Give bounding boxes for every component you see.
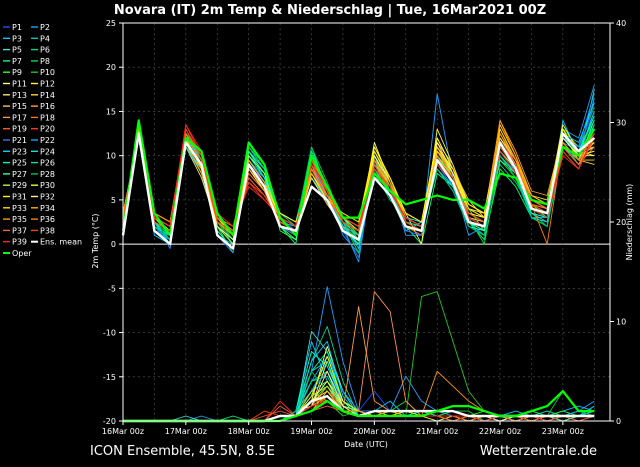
y-tick-label: 0 — [111, 240, 116, 249]
legend-label-p10: P10 — [40, 68, 55, 77]
legend-label-p12: P12 — [40, 80, 55, 89]
x-tick-label: 21Mar 00z — [416, 427, 458, 436]
temp-line-oper — [121, 119, 596, 237]
temp-lines — [121, 84, 596, 263]
y2-tick-label: 0 — [616, 417, 621, 426]
legend-label-p37: P37 — [12, 226, 27, 235]
x-tick-label: 22Mar 00z — [479, 427, 521, 436]
legend-label-p16: P16 — [40, 102, 55, 111]
legend-label-p36: P36 — [40, 215, 55, 224]
y2-tick-label: 10 — [616, 318, 626, 327]
y2-tick-label: 30 — [616, 119, 626, 128]
x-tick-label: 16Mar 00z — [102, 427, 144, 436]
axes: 25 20 15 10 5 0 -5 -10 -15 -20 40 30 20 10 0 16Mar 00z 1… — [102, 19, 626, 436]
legend-label-p4: P4 — [40, 34, 50, 43]
temp-line-ens-mean — [121, 132, 596, 250]
y-tick-label: 25 — [106, 19, 116, 28]
legend: P1 P2 P3 P4 P5 P6 P7 P8 P9 P10 P11 P12 P13 P14 P15 P16 P… — [3, 23, 82, 258]
legend-label-p18: P18 — [40, 113, 55, 122]
legend-label-ens-mean: Ens. mean — [40, 238, 82, 247]
legend-label-p2: P2 — [40, 23, 50, 32]
legend-label-p23: P23 — [12, 147, 27, 156]
y2-tick-label: 20 — [616, 218, 626, 227]
x-axis-label: Date (UTC) — [344, 440, 388, 449]
legend-label-p29: P29 — [12, 181, 27, 190]
x-tick-label: 19Mar 00z — [290, 427, 332, 436]
legend-label-p15: P15 — [12, 102, 27, 111]
y-tick-label: 20 — [106, 63, 116, 72]
y-tick-label: 5 — [111, 196, 116, 205]
x-tick-label: 18Mar 00z — [228, 427, 270, 436]
footer-site-credit: Wetterzentrale.de — [480, 444, 597, 459]
legend-label-p33: P33 — [12, 204, 27, 213]
legend-label-p34: P34 — [40, 204, 55, 213]
legend-label-p28: P28 — [40, 170, 55, 179]
legend-label-p13: P13 — [12, 91, 27, 100]
legend-label-p32: P32 — [40, 193, 55, 202]
legend-label-p17: P17 — [12, 113, 27, 122]
x-tick-label: 23Mar 00z — [542, 427, 584, 436]
y-tick-label: -20 — [103, 417, 116, 426]
y-tick-label: -10 — [103, 329, 116, 338]
x-tick-label: 20Mar 00z — [353, 427, 395, 436]
legend-label-p8: P8 — [40, 57, 50, 66]
y2-axis-label: Niederschlag (mm) — [625, 184, 634, 261]
footer-model-info: ICON Ensemble, 45.5N, 8.5E — [90, 444, 275, 459]
x-tick-label: 17Mar 00z — [165, 427, 207, 436]
legend-label-p24: P24 — [40, 147, 55, 156]
y-tick-label: 15 — [106, 107, 116, 116]
legend-label-p6: P6 — [40, 46, 50, 55]
legend-label-p25: P25 — [12, 159, 27, 168]
y-tick-label: -15 — [103, 373, 116, 382]
y-tick-label: -5 — [108, 284, 116, 293]
legend-label-p9: P9 — [12, 68, 22, 77]
legend-label-p21: P21 — [12, 136, 27, 145]
legend-label-p35: P35 — [12, 215, 27, 224]
legend-label-p26: P26 — [40, 159, 55, 168]
legend-label-p14: P14 — [40, 91, 55, 100]
plot-frame — [122, 22, 611, 422]
legend-label-p27: P27 — [12, 170, 27, 179]
legend-label-p30: P30 — [40, 181, 55, 190]
legend-label-p11: P11 — [12, 80, 27, 89]
legend-label-p3: P3 — [12, 34, 22, 43]
legend-label-oper: Oper — [12, 249, 32, 258]
legend-label-p1: P1 — [12, 23, 22, 32]
y-axis-label: 2m Temp (°C) — [91, 213, 100, 268]
legend-label-p31: P31 — [12, 193, 27, 202]
y-tick-label: 10 — [106, 152, 116, 161]
chart-title: Novara (IT) 2m Temp & Niederschlag | Tue… — [114, 3, 546, 18]
legend-label-p19: P19 — [12, 125, 27, 134]
legend-label-p22: P22 — [40, 136, 55, 145]
legend-label-p7: P7 — [12, 57, 22, 66]
legend-label-p5: P5 — [12, 46, 22, 55]
legend-label-p20: P20 — [40, 125, 55, 134]
legend-label-p38: P38 — [40, 226, 55, 235]
y2-tick-label: 40 — [616, 19, 626, 28]
legend-label-p39: P39 — [12, 238, 27, 247]
